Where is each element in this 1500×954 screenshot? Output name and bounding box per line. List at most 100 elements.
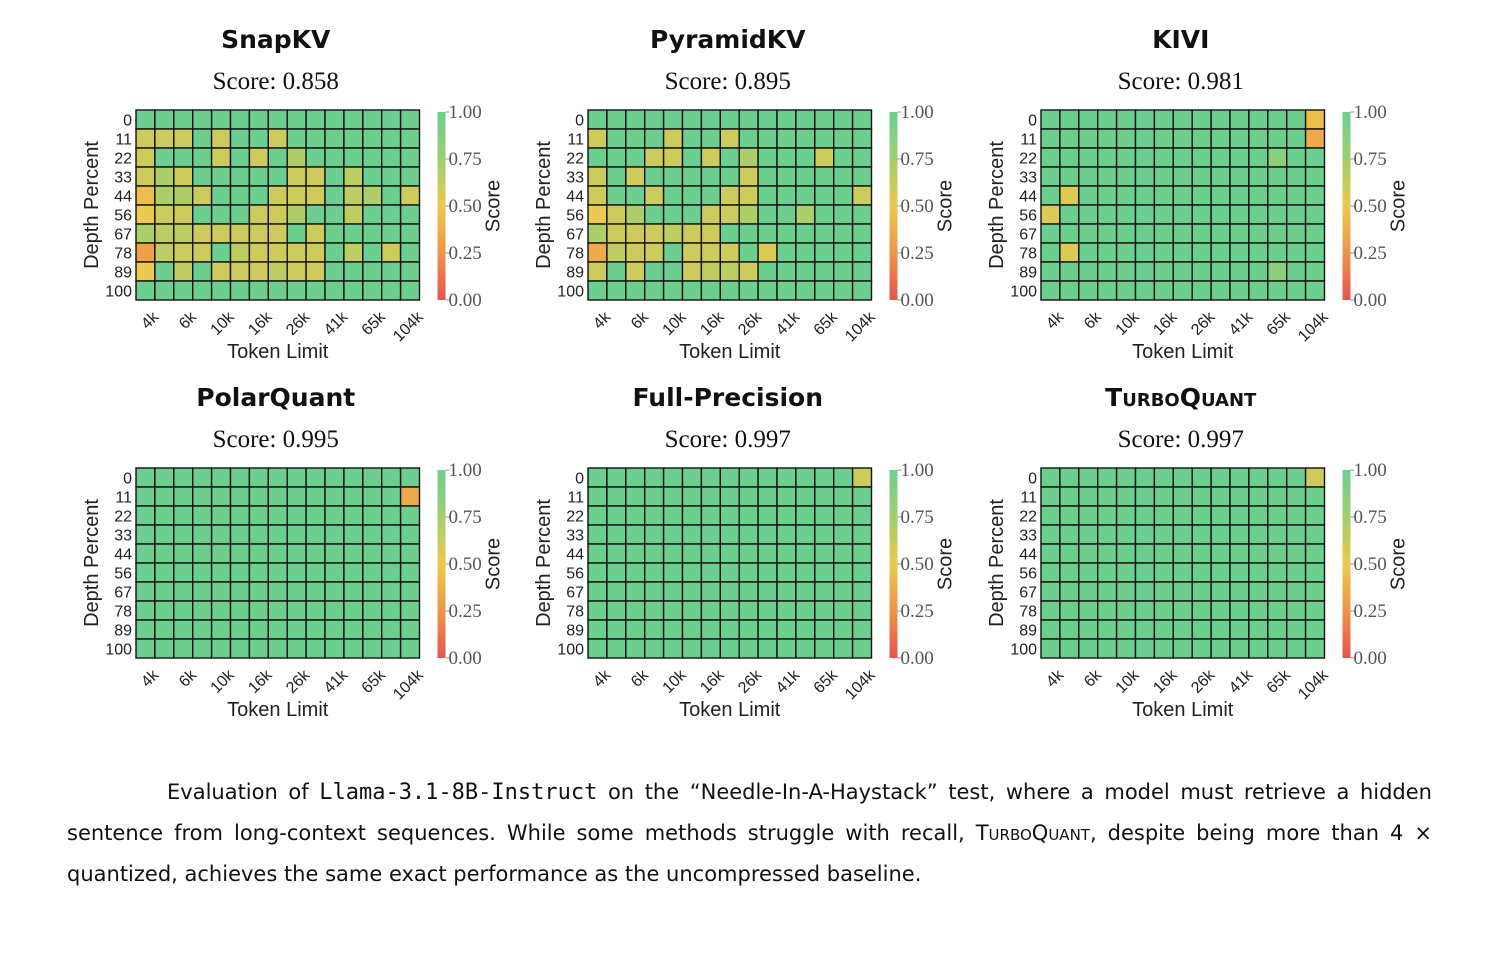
heatmap-cell	[343, 581, 364, 602]
heatmap-cell	[662, 223, 684, 244]
heatmap-cell	[757, 261, 778, 282]
heatmap-cell	[1172, 242, 1193, 263]
y-tick-label: 33	[114, 170, 132, 187]
heatmap-cell	[719, 185, 740, 206]
heatmap-cell	[1304, 638, 1326, 659]
heatmap-cell	[776, 619, 797, 640]
heatmap-cell	[343, 562, 364, 583]
heatmap-cell	[1210, 581, 1231, 602]
heatmap-cell	[1096, 223, 1118, 244]
heatmap-cell	[662, 638, 684, 659]
heatmap-cell	[1267, 109, 1288, 130]
heatmap-cell	[1040, 166, 1061, 187]
y-tick-label: 11	[1020, 132, 1037, 149]
heatmap-cell	[1229, 280, 1250, 301]
heatmap-cell	[587, 204, 608, 225]
heatmap-cell	[1096, 524, 1118, 545]
heatmap-cell	[757, 600, 778, 621]
heatmap-cell	[814, 280, 835, 301]
heatmap-cell	[1172, 261, 1193, 282]
heatmap-cell	[1304, 524, 1326, 545]
heatmap-cell	[606, 109, 627, 130]
heatmap-cell	[286, 128, 307, 149]
heatmap-cell	[681, 261, 703, 282]
heatmap-cell	[1172, 524, 1193, 545]
heatmap-cell	[381, 242, 402, 263]
colorbar-tick-label: 0.00	[449, 648, 482, 669]
heatmap-cell	[1191, 600, 1212, 621]
heatmap-cell	[1059, 109, 1080, 130]
heatmap-cell	[1059, 600, 1080, 621]
heatmap-cell	[1248, 524, 1269, 545]
heatmap-cell	[587, 147, 608, 168]
heatmap-cell	[851, 223, 873, 244]
heatmap-cell	[229, 562, 251, 583]
x-tick-label: 4k	[138, 666, 163, 691]
heatmap-cell	[267, 619, 288, 640]
heatmap-cell	[1134, 109, 1156, 130]
heatmap-cell	[154, 147, 175, 168]
colorbar	[1342, 112, 1351, 300]
x-tick-label: 6k	[1081, 308, 1106, 333]
heatmap-cell	[1078, 147, 1099, 168]
heatmap-cell	[833, 280, 854, 301]
heatmap-cell	[625, 619, 646, 640]
heatmap-cell	[154, 600, 175, 621]
heatmap-cell	[719, 261, 740, 282]
heatmap-cell	[738, 486, 759, 507]
heatmap-cell	[362, 147, 383, 168]
heatmap-cell	[795, 562, 816, 583]
heatmap-cell	[1153, 562, 1174, 583]
heatmap-cell	[1229, 185, 1250, 206]
colorbar-tick-label: 1.00	[901, 102, 934, 123]
heatmap-cell	[833, 166, 854, 187]
heatmap-cell	[1115, 280, 1137, 301]
heatmap-cell	[1059, 524, 1080, 545]
heatmap-cell	[757, 166, 778, 187]
heatmap-cell	[851, 185, 873, 206]
colorbar-tick-label: 0.75	[1354, 149, 1387, 170]
heatmap-cell	[700, 524, 721, 545]
heatmap-cell	[305, 223, 326, 244]
heatmap-cell	[248, 204, 269, 225]
heatmap-cell	[210, 524, 232, 545]
heatmap-cell	[1040, 505, 1061, 526]
heatmap-cell	[173, 619, 194, 640]
heatmap-cell	[1172, 185, 1193, 206]
heatmap-cell	[267, 166, 288, 187]
y-tick-label: 67	[566, 227, 584, 244]
heatmap-cell	[305, 467, 326, 488]
heatmap-cell	[305, 242, 326, 263]
heatmap-cell	[191, 261, 213, 282]
heatmap-cell	[833, 467, 854, 488]
heatmap-cell	[1191, 185, 1212, 206]
heatmap-cell	[851, 261, 873, 282]
heatmap-cell	[286, 261, 307, 282]
y-axis-label: Depth Percent	[986, 141, 1008, 269]
heatmap-cell	[700, 242, 721, 263]
heatmap-cell	[795, 524, 816, 545]
heatmap-cell	[1286, 505, 1307, 526]
heatmap-cell	[135, 619, 156, 640]
heatmap-cell	[1134, 467, 1156, 488]
colorbar	[437, 112, 446, 300]
heatmap-cell	[1153, 280, 1174, 301]
heatmap-cell	[173, 505, 194, 526]
heatmap-cell	[305, 619, 326, 640]
heatmap-cell	[719, 619, 740, 640]
heatmap-cell	[267, 467, 288, 488]
heatmap-cell	[1153, 600, 1174, 621]
heatmap-cell	[625, 242, 646, 263]
heatmap-cell	[719, 467, 740, 488]
heatmap-cell	[757, 147, 778, 168]
heatmap-cell	[286, 166, 307, 187]
heatmap-cell	[719, 242, 740, 263]
heatmap-cell	[135, 204, 156, 225]
heatmap-cell	[1172, 486, 1193, 507]
heatmap-cell	[738, 166, 759, 187]
heatmap-cell	[625, 524, 646, 545]
heatmap-cell	[1115, 204, 1137, 225]
heatmap-cell	[606, 581, 627, 602]
heatmap-cell	[1248, 109, 1269, 130]
heatmap-cell	[643, 505, 665, 526]
